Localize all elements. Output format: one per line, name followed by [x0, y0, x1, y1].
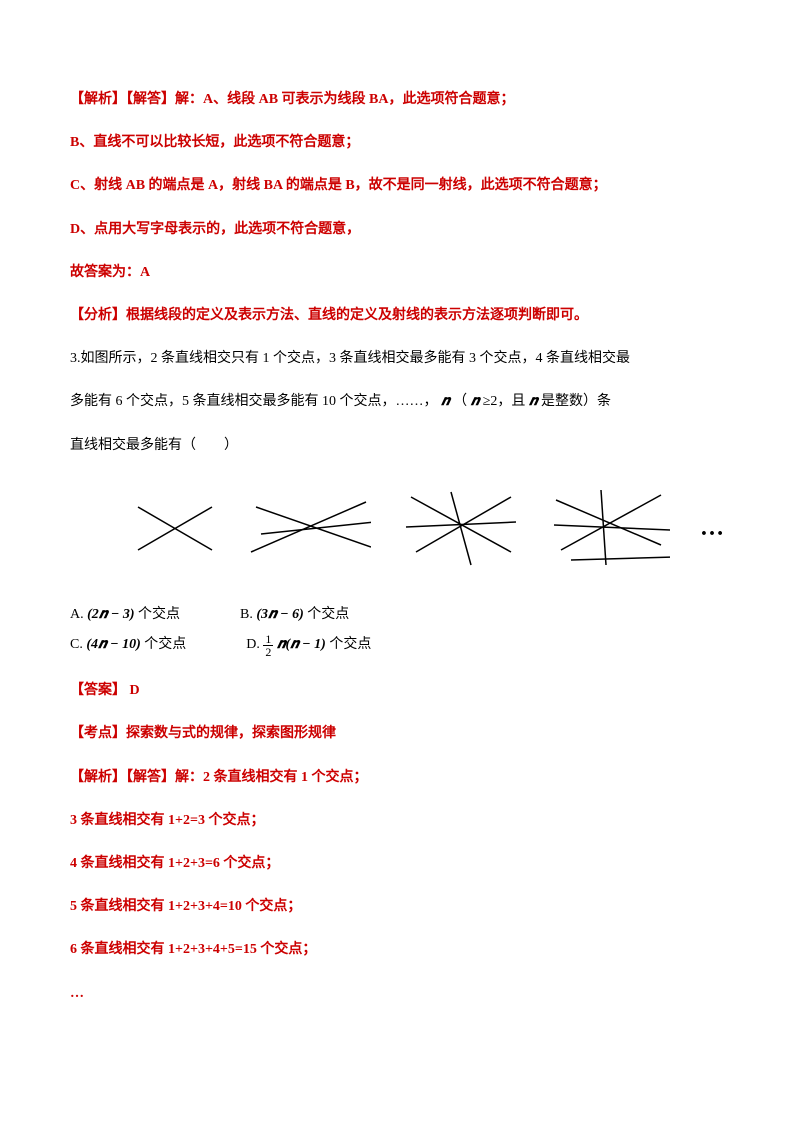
- option-a: A. (2𝒏 − 3) 个交点: [70, 600, 180, 631]
- answer-line: 故答案为：A: [70, 253, 724, 292]
- variable-n-1: 𝒏: [441, 394, 450, 409]
- option-c-math: (4𝒏 − 10): [86, 637, 140, 652]
- analysis-line-1: 【解析】【解答】解：A、线段 AB 可表示为线段 BA，此选项符合题意；: [70, 80, 724, 119]
- solution-line-6: …: [70, 974, 724, 1013]
- diagram-3-lines: [246, 492, 370, 562]
- answer-label: 【答案】 D: [70, 671, 724, 710]
- option-b-math: (3𝒏 − 6): [256, 607, 303, 622]
- diagram-2-lines: [130, 492, 216, 562]
- analysis-summary: 【分析】根据线段的定义及表示方法、直线的定义及射线的表示方法逐项判断即可。: [70, 296, 724, 335]
- analysis-line-4: D、点用大写字母表示的，此选项不符合题意，: [70, 210, 724, 249]
- options-row-2: C. (4𝒏 − 10) 个交点 D. 12 𝒏(𝒏 − 1) 个交点: [70, 630, 724, 661]
- option-d: D. 12 𝒏(𝒏 − 1) 个交点: [246, 630, 371, 661]
- question-3-line-3: 直线相交最多能有（ ）: [70, 426, 724, 465]
- analysis-line-2: B、直线不可以比较长短，此选项不符合题意；: [70, 123, 724, 162]
- kaodian-label: 【考点】探索数与式的规律，探索图形规律: [70, 714, 724, 753]
- diagram-row: …: [130, 485, 724, 570]
- option-c: C. (4𝒏 − 10) 个交点: [70, 630, 186, 661]
- question-3-line-1: 3.如图所示，2 条直线相交只有 1 个交点，3 条直线相交最多能有 3 个交点…: [70, 339, 724, 378]
- analysis-line-3: C、射线 AB 的端点是 A，射线 BA 的端点是 B，故不是同一射线，此选项不…: [70, 166, 724, 205]
- option-c-pre: C.: [70, 637, 83, 652]
- solution-line-3: 4 条直线相交有 1+2+3=6 个交点；: [70, 844, 724, 883]
- solution-line-5: 6 条直线相交有 1+2+3+4+5=15 个交点；: [70, 930, 724, 969]
- option-a-math: (2𝒏 − 3): [87, 607, 134, 622]
- option-d-post: 个交点: [329, 637, 371, 652]
- options-row-1: A. (2𝒏 − 3) 个交点 B. (3𝒏 − 6) 个交点: [70, 600, 724, 631]
- q3b-part1: 多能有 6 个交点，5 条直线相交最多能有 10 个交点，……，: [70, 394, 438, 409]
- option-d-math: 𝒏(𝒏 − 1): [277, 637, 326, 652]
- option-b-post: 个交点: [307, 607, 349, 622]
- fraction-half: 12: [263, 633, 273, 658]
- q3b-part2: （: [453, 394, 467, 409]
- option-c-post: 个交点: [144, 637, 186, 652]
- option-b: B. (3𝒏 − 6) 个交点: [240, 600, 349, 631]
- diagram-5-lines: [546, 485, 670, 570]
- variable-n-2: 𝒏: [471, 394, 480, 409]
- variable-n-3: 𝒏: [529, 394, 538, 409]
- solution-line-2: 3 条直线相交有 1+2=3 个交点；: [70, 801, 724, 840]
- option-d-pre: D.: [246, 637, 260, 652]
- diagram-4-lines: [401, 487, 516, 567]
- solution-line-1: 【解析】【解答】解：2 条直线相交有 1 个交点；: [70, 758, 724, 797]
- option-b-pre: B.: [240, 607, 253, 622]
- option-a-pre: A.: [70, 607, 84, 622]
- solution-line-4: 5 条直线相交有 1+2+3+4=10 个交点；: [70, 887, 724, 926]
- q3b-part4: 是整数）条: [541, 394, 611, 409]
- q3b-part3: ≥2，且: [483, 394, 526, 409]
- ellipsis-icon: …: [700, 495, 724, 562]
- option-a-post: 个交点: [138, 607, 180, 622]
- question-3-line-2: 多能有 6 个交点，5 条直线相交最多能有 10 个交点，……， 𝒏 （ 𝒏 ≥…: [70, 382, 724, 421]
